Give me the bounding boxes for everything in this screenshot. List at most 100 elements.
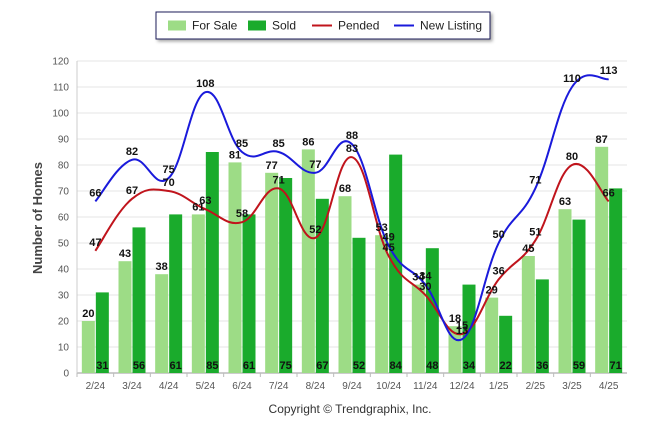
legend-label: New Listing [420,19,482,33]
data-label-pended: 66 [603,187,615,199]
y-axis-title: Number of Homes [30,162,45,274]
bar-sold [205,152,219,373]
bar-sold [242,214,256,373]
data-label-sold: 75 [280,360,292,372]
x-tick-label: 4/25 [599,381,619,392]
bar-for-sale [228,162,242,373]
data-label-pended: 30 [419,281,431,293]
data-label-for-sale: 53 [376,222,388,234]
x-tick-label: 2/25 [526,381,546,392]
data-label-new-listing: 108 [196,78,214,90]
data-label-for-sale: 87 [596,134,608,146]
data-label-for-sale: 34 [412,272,425,284]
y-tick-label: 120 [52,57,69,68]
bars [81,146,623,373]
bar-for-sale [558,209,572,373]
bar-sold [169,214,183,373]
data-label-pended: 80 [566,151,578,163]
data-label-pended: 47 [89,237,101,249]
bar-for-sale [521,256,535,373]
data-label-pended: 63 [199,195,211,207]
data-label-for-sale: 63 [559,196,571,208]
y-tick-label: 80 [58,161,70,172]
y-tick-label: 100 [52,109,69,120]
x-tick-label: 2/24 [86,381,106,392]
data-label-pended: 67 [126,185,138,197]
data-label-pended: 51 [529,226,541,238]
bar-sold [132,227,146,373]
data-label-sold: 34 [463,360,476,372]
data-label-new-listing: 88 [346,130,358,142]
bar-for-sale [448,326,462,373]
bar-for-sale [155,274,169,373]
y-tick-label: 60 [58,213,70,224]
legend-swatch [168,20,186,31]
data-label-sold: 85 [206,360,218,372]
data-labels: 20 43 38 61 81 77 86 68 53 34 18 29 45 63 87 31 56 61 85 61… [82,65,622,372]
data-label-sold: 59 [573,360,585,372]
axes: 0 10 20 30 40 50 60 70 80 90 100 110 120 2/24 3/24 4/24… [52,57,619,393]
legend: For Sale Sold Pended New Listing [155,11,491,40]
bar-sold [425,248,439,373]
data-label-for-sale: 20 [82,308,94,320]
data-label-new-listing: 75 [163,164,175,176]
data-label-for-sale: 81 [229,149,241,161]
x-tick-label: 3/24 [122,381,142,392]
x-tick-label: 8/24 [306,381,326,392]
bar-for-sale [265,172,279,373]
bar-sold [389,154,403,373]
data-label-sold: 48 [426,360,438,372]
legend-label: Pended [338,19,379,33]
copyright-text: Copyright © Trendgraphix, Inc. [269,402,432,416]
data-label-pended: 70 [163,177,175,189]
bar-for-sale [338,196,352,373]
data-label-new-listing: 66 [89,187,101,199]
data-label-new-listing: 85 [273,138,285,150]
bar-sold [499,315,513,373]
data-label-pended: 71 [273,174,285,186]
bar-sold [352,237,366,373]
x-tick-label: 5/24 [196,381,216,392]
data-label-sold: 84 [390,360,403,372]
bar-for-sale [191,214,205,373]
data-label-for-sale: 43 [119,248,131,260]
data-label-for-sale: 61 [192,201,204,213]
data-label-for-sale: 29 [486,285,498,297]
data-label-sold: 52 [353,360,365,372]
y-tick-label: 90 [58,135,70,146]
legend-label: Sold [272,19,296,33]
data-label-for-sale: 68 [339,183,351,195]
data-label-sold: 61 [243,360,255,372]
x-tick-label: 9/24 [342,381,362,392]
bar-for-sale [411,284,425,373]
data-label-for-sale: 45 [522,243,534,255]
x-tick-label: 1/25 [489,381,509,392]
data-label-pended: 52 [309,224,321,236]
bar-sold [279,178,293,373]
data-label-new-listing: 34 [419,271,432,283]
bar-sold [572,219,586,373]
x-tick-label: 11/24 [413,381,438,392]
bar-for-sale [81,321,95,373]
line-new-listing [94,74,609,342]
gridlines [77,60,627,374]
data-label-new-listing: 50 [493,229,505,241]
bar-sold [95,292,109,373]
data-label-new-listing: 13 [456,325,468,337]
bar-sold [535,279,549,373]
legend-label: For Sale [192,19,238,33]
bar-for-sale [485,297,499,373]
data-label-sold: 36 [536,360,548,372]
data-label-for-sale: 77 [266,160,278,172]
data-label-new-listing: 85 [236,138,248,150]
data-label-pended: 83 [346,143,358,155]
bar-for-sale [375,235,389,373]
data-label-sold: 61 [170,360,182,372]
x-tick-label: 3/25 [562,381,582,392]
series-lines [94,74,610,342]
x-tick-label: 6/24 [232,381,252,392]
data-label-for-sale: 86 [302,136,314,148]
data-label-new-listing: 77 [309,159,321,171]
data-label-new-listing: 49 [383,232,395,244]
